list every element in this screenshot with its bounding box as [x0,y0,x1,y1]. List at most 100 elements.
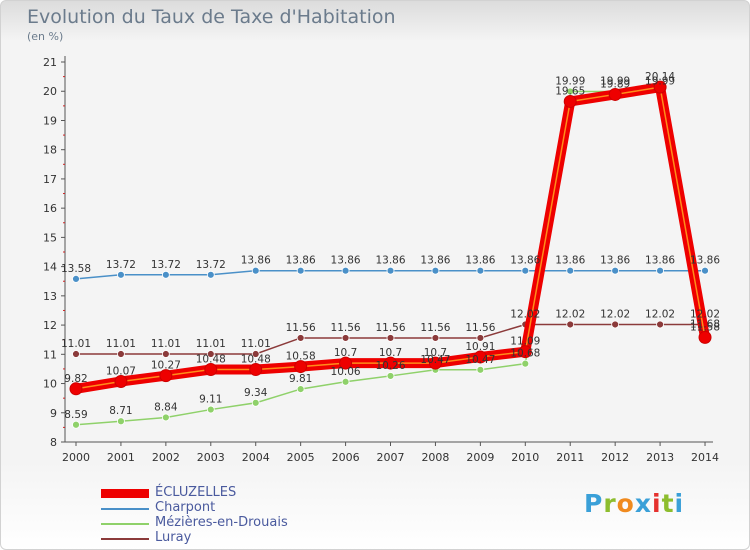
x-tick-label: 2014 [691,451,719,464]
x-tick-label: 2004 [242,451,270,464]
legend-item: Luray [101,530,361,546]
data-point [698,330,712,344]
x-tick-label: 2007 [377,451,405,464]
data-point [249,363,263,377]
data-label: 13.86 [286,255,316,267]
unit-label: (en %) [27,30,64,43]
x-tick-label: 2008 [421,451,449,464]
data-label: 9.11 [199,394,222,406]
data-point [476,266,485,275]
logo-letter: x [634,489,652,518]
data-point [341,334,350,342]
y-tick-label: 21 [43,56,57,69]
data-label: 11.56 [375,322,405,334]
data-label: 10.68 [510,348,540,360]
x-tick-label: 2012 [601,451,629,464]
data-point [386,372,395,380]
data-point [428,356,442,370]
data-label: 10.47 [465,354,495,366]
data-label: 13.72 [196,259,226,271]
data-label: 13.72 [151,259,181,271]
data-label: 13.86 [690,255,720,267]
data-point [476,334,485,342]
data-label: 10.7 [334,347,357,359]
y-tick-label: 14 [43,261,57,274]
y-tick-label: 13 [43,290,57,303]
data-label: 8.71 [109,405,132,417]
y-tick-label: 9 [50,407,57,420]
data-label: 10.27 [151,360,181,372]
data-point [611,320,620,329]
data-point [521,266,530,275]
data-point [653,80,667,94]
legend-item: ÉCLUZELLES [101,485,361,501]
y-tick-label: 15 [43,231,57,244]
y-tick-label: 11 [43,348,57,361]
data-label: 10.7 [379,347,402,359]
data-label: 12.02 [555,308,585,320]
x-tick-label: 2013 [646,451,674,464]
line-chart: 8 9 10 11 12 13 14 15 16 17 18 19 20 21 2000 2001 2002 20… [43,56,720,464]
data-label: 8.59 [64,409,87,421]
logo-letter: t [661,489,675,518]
data-label: 13.86 [555,255,585,267]
data-label: 13.86 [510,255,540,267]
data-label: 13.86 [465,255,495,267]
data-label: 13.86 [375,255,405,267]
data-point [161,350,170,358]
data-point [251,398,260,407]
y-tick-label: 18 [43,144,57,157]
data-label: 19.99 [600,76,630,88]
data-point [431,266,440,275]
data-point [117,417,125,426]
data-point [473,350,487,364]
legend-swatch [101,523,149,525]
data-point [117,270,125,279]
data-label: 12.02 [645,308,675,320]
proxiti-logo: Proxiti [584,489,684,518]
data-label: 12.02 [600,308,630,320]
data-point [386,334,395,342]
data-point [69,382,83,396]
data-label: 12.02 [690,308,720,320]
data-point [204,363,218,377]
x-tick-label: 2009 [466,451,494,464]
data-point [566,266,575,275]
logo-letter: o [616,489,635,518]
data-point [251,350,260,358]
data-label: 9.82 [64,373,87,385]
data-point [161,413,170,422]
data-point [518,345,532,359]
y-tick-label: 8 [50,436,57,449]
data-label: 19.65 [555,85,585,97]
x-tick-label: 2010 [511,451,539,464]
data-label: 19.99 [645,76,675,88]
data-point [296,385,305,393]
data-label: 11.56 [420,322,450,334]
data-label: 11.58 [690,321,720,333]
x-tick-label: 2003 [197,451,225,464]
data-label: 20.14 [645,71,675,83]
data-label: 11.56 [465,322,495,334]
data-label: 19.99 [555,76,585,88]
data-point [72,350,80,358]
data-label: 11.01 [196,338,226,350]
legend-label: Charpont [155,500,216,515]
logo-letter: i [652,489,662,518]
data-point [701,266,709,275]
data-label: 10.48 [196,354,226,366]
x-tick-label: 2006 [332,451,360,464]
data-point [341,266,350,275]
data-point [386,266,395,275]
data-label: 10.26 [375,360,405,372]
data-label: 13.58 [61,263,91,275]
data-point [296,266,305,275]
data-point [72,274,80,283]
data-label: 11.01 [151,338,181,350]
data-label: 11.01 [61,338,91,350]
data-label: 13.72 [106,259,136,271]
data-point [476,365,485,374]
logo-letter: i [674,489,685,518]
data-point [656,320,664,329]
